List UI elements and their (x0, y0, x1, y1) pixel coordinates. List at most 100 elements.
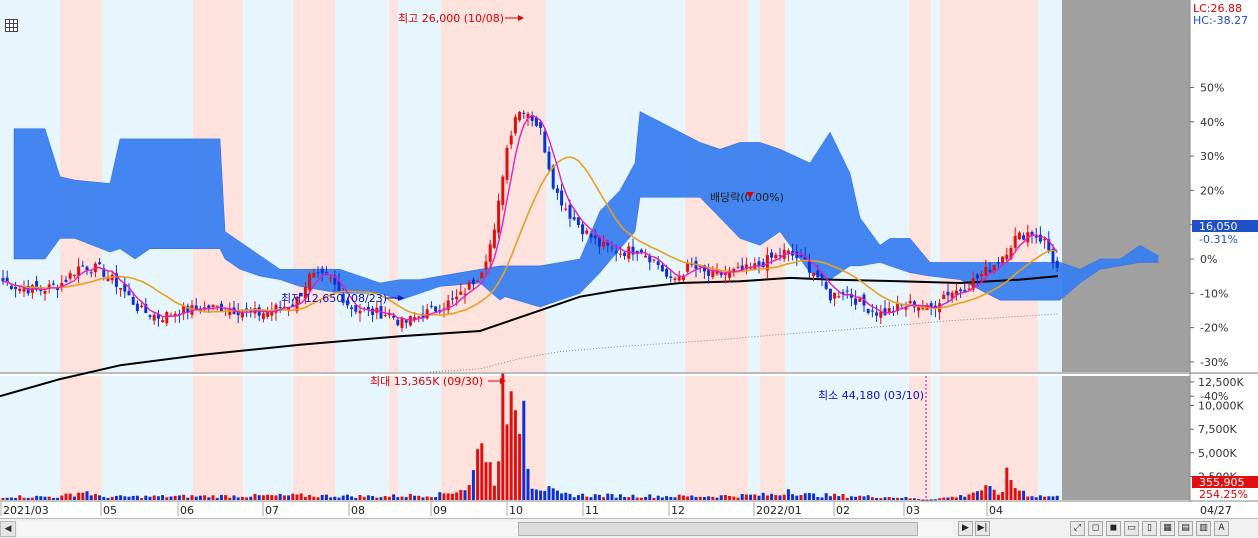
volume-bar (639, 497, 643, 500)
scroll-thumb[interactable] (518, 522, 918, 536)
candle-body (207, 305, 211, 310)
candle-body (173, 313, 177, 316)
x-axis-label: 07 (265, 504, 279, 517)
candle-body (732, 268, 736, 273)
candle-body (513, 117, 517, 134)
candle-body (131, 297, 135, 305)
toolbar-button[interactable]: ◻ (1088, 521, 1103, 536)
volume-bar (165, 497, 169, 500)
volume-bar (656, 495, 660, 500)
bg-band (389, 0, 398, 372)
volume-bar (417, 495, 421, 500)
candle-body (639, 249, 643, 254)
volume-bar (929, 499, 933, 501)
grid-icon[interactable] (5, 19, 18, 32)
volume-bar (392, 494, 396, 500)
volume-bar (564, 492, 568, 500)
volume-bar (786, 489, 790, 500)
volume-bar (26, 497, 30, 500)
volume-bar (576, 495, 580, 500)
candle-body (879, 311, 883, 318)
toolbar-button[interactable]: ▭ (1124, 521, 1139, 536)
candle-body (681, 275, 685, 281)
scroll-track[interactable] (18, 522, 953, 536)
toolbar-button[interactable]: ▯ (1142, 521, 1157, 536)
volume-bar (715, 497, 719, 500)
volume-bar (39, 496, 43, 500)
candle-body (312, 272, 316, 278)
volume-bar (887, 497, 891, 500)
volume-bar (560, 493, 564, 500)
ma-long-line (0, 275, 1059, 398)
volume-bar (371, 496, 375, 500)
volume-bar (757, 495, 761, 500)
volume-bar (975, 491, 979, 500)
date-strip (0, 502, 1258, 518)
toolbar-button[interactable]: ▤ (1178, 521, 1193, 536)
candle-body (627, 246, 631, 259)
candle-body (719, 272, 723, 276)
candle-body (203, 307, 207, 310)
volume-axis-label: 5,000K (1198, 447, 1237, 460)
volume-bar (110, 496, 114, 500)
volume-bar (572, 497, 576, 500)
candle-body (152, 314, 156, 321)
bg-band (685, 376, 748, 500)
volume-bar (988, 486, 992, 500)
candle-body (585, 230, 589, 234)
bg-band (243, 376, 293, 500)
toolbar-button[interactable]: ⤢ (1070, 521, 1085, 536)
scroll-left-button[interactable]: ◀ (0, 521, 16, 537)
volume-bar (933, 499, 937, 501)
volume-max-annotation: 최대 13,365K (09/30) (370, 375, 483, 388)
candle-body (547, 151, 551, 170)
volume-bar (72, 496, 76, 500)
candle-body (446, 300, 450, 310)
volume-bar (891, 497, 895, 500)
candle-body (194, 305, 198, 310)
candle-body (1047, 239, 1051, 251)
candle-body (975, 274, 979, 279)
chart-scrollbar[interactable]: ◀ ▶ ▶| ⤢ ◻ ◼ ▭ ▯ ▦ ▤ ▥ A (0, 518, 1258, 538)
volume-bar (148, 496, 152, 500)
toolbar-button[interactable]: ▦ (1160, 521, 1175, 536)
volume-bar (539, 490, 543, 500)
candle-body (988, 269, 992, 272)
volume-bar (186, 497, 190, 500)
volume-bar (690, 495, 694, 500)
volume-bar (522, 400, 526, 500)
candle-body (971, 278, 975, 290)
volume-bar (732, 496, 736, 500)
candle-body (396, 319, 400, 326)
candle-body (39, 290, 43, 291)
candle-body (144, 304, 148, 313)
volume-bar (828, 496, 832, 500)
volume-bar (719, 495, 723, 500)
candle-body (954, 290, 958, 295)
volume-bar (144, 495, 148, 500)
toolbar-button[interactable]: ◼ (1106, 521, 1121, 536)
toolbar-button[interactable]: ▥ (1196, 521, 1211, 536)
toolbar-button[interactable]: ▶ (958, 521, 973, 536)
candle-body (765, 255, 769, 271)
volume-bar (127, 496, 131, 500)
candle-body (72, 274, 76, 276)
candle-body (337, 280, 341, 292)
volume-bar (484, 462, 488, 500)
candle-body (992, 265, 996, 272)
candle-body (249, 310, 253, 312)
lc-label: LC:26.88 (1193, 2, 1242, 15)
candle-body (476, 280, 480, 282)
toolbar-button[interactable]: A (1214, 521, 1229, 536)
current-volume: 355,905 (1199, 476, 1245, 489)
volume-bar (383, 496, 387, 500)
candle-body (711, 270, 715, 278)
volume-bar (996, 494, 1000, 500)
candle-body (114, 273, 118, 287)
volume-bar (85, 491, 89, 500)
volume-bar (942, 497, 946, 500)
toolbar-button[interactable]: ▶| (975, 521, 990, 536)
volume-bar (421, 497, 425, 500)
